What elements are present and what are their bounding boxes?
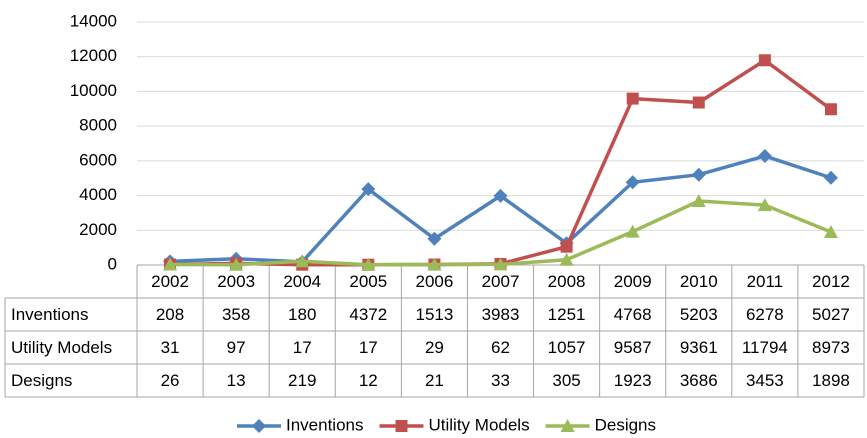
table-cell: 1251 — [548, 305, 586, 324]
x-tick-label: 2009 — [614, 272, 652, 291]
data-point — [824, 103, 837, 116]
x-tick-label: 2004 — [283, 272, 321, 291]
table-cell: 26 — [161, 371, 180, 390]
x-tick-label: 2008 — [548, 272, 586, 291]
table-cell: 9361 — [680, 338, 718, 357]
table-cell: 31 — [161, 338, 180, 357]
table-cell: 5027 — [812, 305, 850, 324]
table-cell: 3983 — [482, 305, 520, 324]
table-cell: 180 — [288, 305, 316, 324]
y-tick-label: 10000 — [70, 81, 117, 100]
x-tick-label: 2011 — [747, 272, 784, 291]
table-cell: 5203 — [680, 305, 718, 324]
data-point — [691, 167, 706, 182]
data-point — [625, 224, 640, 238]
x-tick-label: 2005 — [349, 272, 387, 291]
data-point — [560, 240, 573, 253]
x-tick-label: 2012 — [812, 272, 850, 291]
legend-label: Designs — [595, 415, 656, 434]
y-tick-label: 2000 — [79, 220, 117, 239]
data-point — [625, 175, 640, 190]
x-tick-label: 2010 — [680, 272, 718, 291]
data-point — [427, 231, 442, 246]
table-cell: 8973 — [812, 338, 850, 357]
legend-label: Inventions — [286, 415, 364, 434]
table-cell: 17 — [293, 338, 312, 357]
x-tick-label: 2003 — [217, 272, 255, 291]
x-tick-label: 2002 — [151, 272, 189, 291]
legend-marker — [560, 419, 575, 432]
x-tick-label: 2007 — [482, 272, 520, 291]
table-cell: 21 — [425, 371, 444, 390]
table-cell: 9587 — [614, 338, 652, 357]
table-cell: 1923 — [614, 371, 652, 390]
table-cell: 1513 — [415, 305, 453, 324]
table-row-label: Designs — [11, 371, 72, 390]
data-point — [493, 257, 508, 271]
table-cell: 6278 — [746, 305, 784, 324]
table-cell: 97 — [227, 338, 246, 357]
x-tick-label: 2006 — [415, 272, 453, 291]
table-cell: 62 — [491, 338, 510, 357]
table-cell: 4372 — [349, 305, 387, 324]
data-point — [757, 149, 772, 164]
y-tick-label: 4000 — [79, 185, 117, 204]
table-cell: 208 — [156, 305, 184, 324]
data-point — [361, 182, 376, 197]
table-cell: 3686 — [680, 371, 718, 390]
data-point — [626, 92, 639, 105]
data-point — [559, 252, 574, 266]
table-cell: 13 — [227, 371, 246, 390]
y-tick-label: 6000 — [79, 150, 117, 169]
data-point — [758, 54, 771, 67]
data-point — [691, 194, 706, 208]
table-row-label: Utility Models — [11, 338, 112, 357]
y-tick-label: 14000 — [70, 11, 117, 30]
table-cell: 4768 — [614, 305, 652, 324]
table-cell: 3453 — [746, 371, 784, 390]
table-cell: 29 — [425, 338, 444, 357]
data-point — [823, 225, 838, 239]
y-tick-label: 0 — [108, 254, 117, 273]
data-point — [823, 170, 838, 185]
table-cell: 33 — [491, 371, 510, 390]
table-cell: 1057 — [548, 338, 586, 357]
data-point — [361, 257, 376, 271]
data-point — [229, 257, 244, 271]
table-cell: 1898 — [812, 371, 850, 390]
table-cell: 358 — [222, 305, 250, 324]
data-point — [493, 188, 508, 203]
table-row-label: Inventions — [11, 305, 89, 324]
data-point — [692, 96, 705, 109]
series-line — [169, 154, 832, 264]
table-cell: 219 — [288, 371, 316, 390]
table-cell: 12 — [359, 371, 378, 390]
legend-marker — [252, 419, 266, 433]
y-tick-label: 8000 — [79, 116, 117, 135]
table-cell: 305 — [552, 371, 580, 390]
legend-label: Utility Models — [429, 415, 530, 434]
y-tick-label: 12000 — [70, 46, 117, 65]
data-point — [295, 254, 310, 268]
table-cell: 11794 — [742, 338, 788, 357]
data-point — [163, 257, 178, 271]
table-cell: 17 — [359, 338, 378, 357]
series-line — [170, 199, 832, 267]
legend-marker — [395, 420, 408, 432]
data-point — [427, 257, 442, 271]
data-point — [757, 198, 772, 212]
